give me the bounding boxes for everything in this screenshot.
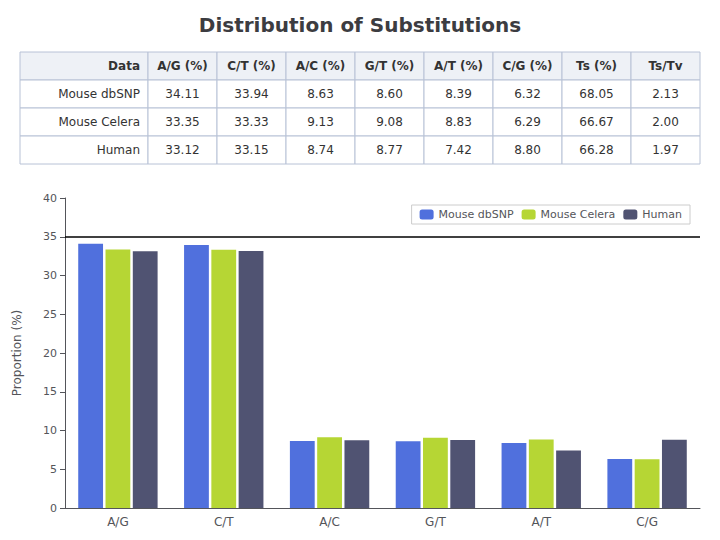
svg-text:8.80: 8.80: [514, 143, 541, 157]
svg-text:7.42: 7.42: [445, 143, 472, 157]
svg-text:33.35: 33.35: [165, 115, 199, 129]
svg-text:33.94: 33.94: [234, 87, 268, 101]
svg-text:2.13: 2.13: [652, 87, 679, 101]
svg-text:8.77: 8.77: [376, 143, 403, 157]
svg-text:34.11: 34.11: [165, 87, 199, 101]
svg-text:33.33: 33.33: [234, 115, 268, 129]
svg-text:15: 15: [43, 385, 57, 398]
svg-text:A/G (%): A/G (%): [157, 59, 208, 73]
svg-text:66.28: 66.28: [579, 143, 613, 157]
svg-text:G/T (%): G/T (%): [365, 59, 415, 73]
svg-text:Distribution of Substitutions: Distribution of Substitutions: [199, 13, 521, 37]
svg-text:Mouse Celera: Mouse Celera: [58, 115, 140, 129]
svg-text:C/G (%): C/G (%): [502, 59, 552, 73]
svg-text:33.12: 33.12: [165, 143, 199, 157]
svg-text:9.08: 9.08: [376, 115, 403, 129]
svg-text:8.39: 8.39: [445, 87, 472, 101]
svg-text:Human: Human: [97, 143, 140, 157]
svg-text:A/T: A/T: [531, 515, 551, 529]
svg-text:Mouse dbSNP: Mouse dbSNP: [439, 208, 514, 221]
svg-text:G/T: G/T: [425, 515, 446, 529]
svg-text:25: 25: [43, 308, 57, 321]
svg-text:35: 35: [43, 230, 57, 243]
svg-text:Mouse dbSNP: Mouse dbSNP: [58, 87, 140, 101]
svg-text:68.05: 68.05: [579, 87, 613, 101]
svg-text:A/C: A/C: [319, 515, 340, 529]
svg-text:2.00: 2.00: [652, 115, 679, 129]
svg-text:8.60: 8.60: [376, 87, 403, 101]
svg-text:Mouse Celera: Mouse Celera: [541, 208, 616, 221]
svg-text:8.83: 8.83: [445, 115, 472, 129]
svg-text:8.63: 8.63: [307, 87, 334, 101]
svg-text:40: 40: [43, 192, 57, 205]
svg-text:C/G: C/G: [636, 515, 658, 529]
svg-text:A/T (%): A/T (%): [434, 59, 483, 73]
svg-text:30: 30: [43, 269, 57, 282]
svg-text:33.15: 33.15: [234, 143, 268, 157]
svg-text:A/C (%): A/C (%): [296, 59, 346, 73]
svg-text:5: 5: [50, 463, 57, 476]
svg-text:Human: Human: [642, 208, 682, 221]
svg-text:6.29: 6.29: [514, 115, 541, 129]
svg-text:Ts (%): Ts (%): [576, 59, 617, 73]
svg-text:1.97: 1.97: [652, 143, 679, 157]
svg-text:Ts/Tv: Ts/Tv: [648, 59, 682, 73]
svg-text:A/G: A/G: [107, 515, 129, 529]
svg-text:C/T: C/T: [214, 515, 234, 529]
svg-text:66.67: 66.67: [579, 115, 613, 129]
svg-text:Proportion (%): Proportion (%): [10, 310, 24, 397]
svg-text:0: 0: [50, 502, 57, 515]
svg-text:9.13: 9.13: [307, 115, 334, 129]
svg-text:8.74: 8.74: [307, 143, 334, 157]
svg-text:10: 10: [43, 424, 57, 437]
svg-text:6.32: 6.32: [514, 87, 541, 101]
svg-text:Data: Data: [108, 59, 140, 73]
svg-text:20: 20: [43, 347, 57, 360]
svg-text:C/T (%): C/T (%): [227, 59, 276, 73]
